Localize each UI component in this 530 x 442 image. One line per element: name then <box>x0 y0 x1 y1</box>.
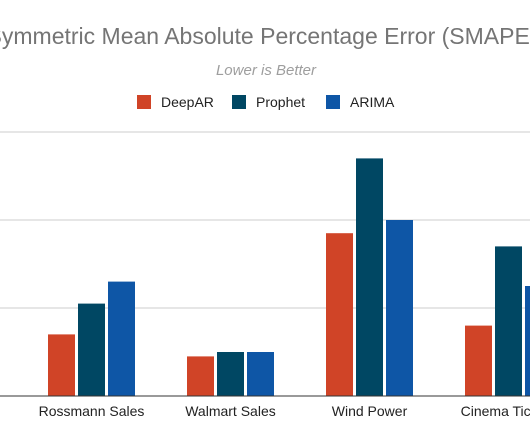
chart-subtitle: Lower is Better <box>216 62 317 79</box>
bar-prophet-1 <box>217 352 244 396</box>
bar-arima-0 <box>108 281 135 396</box>
bar-arima-2 <box>386 220 413 396</box>
bar-prophet-0 <box>78 303 105 396</box>
gridlines <box>0 131 530 309</box>
category-label-0: Rossmann Sales <box>39 403 145 419</box>
category-label-3: Cinema Tickets <box>461 403 530 419</box>
bar-deepar-3 <box>465 325 492 396</box>
legend-swatch-deepar <box>137 95 151 109</box>
legend-swatch-arima <box>326 95 340 109</box>
bar-arima-3 <box>525 286 530 396</box>
bar-deepar-2 <box>326 233 353 396</box>
category-label-2: Wind Power <box>332 403 408 419</box>
bar-prophet-3 <box>495 246 522 396</box>
legend-swatch-prophet <box>232 95 246 109</box>
category-labels: Rossmann Sales Walmart Sales Wind Power Cin… <box>39 403 530 419</box>
chart-title: Symmetric Mean Absolute Percentage Error… <box>0 23 530 49</box>
bar-prophet-2 <box>356 158 383 396</box>
legend-label-deepar: DeepAR <box>161 94 214 110</box>
legend-label-prophet: Prophet <box>256 94 305 110</box>
bar-deepar-1 <box>187 356 214 396</box>
bars <box>48 158 530 396</box>
legend: DeepAR Prophet ARIMA <box>137 94 395 110</box>
bar-deepar-0 <box>48 334 75 396</box>
category-label-1: Walmart Sales <box>185 403 276 419</box>
legend-label-arima: ARIMA <box>350 94 395 110</box>
bar-arima-1 <box>247 352 274 396</box>
